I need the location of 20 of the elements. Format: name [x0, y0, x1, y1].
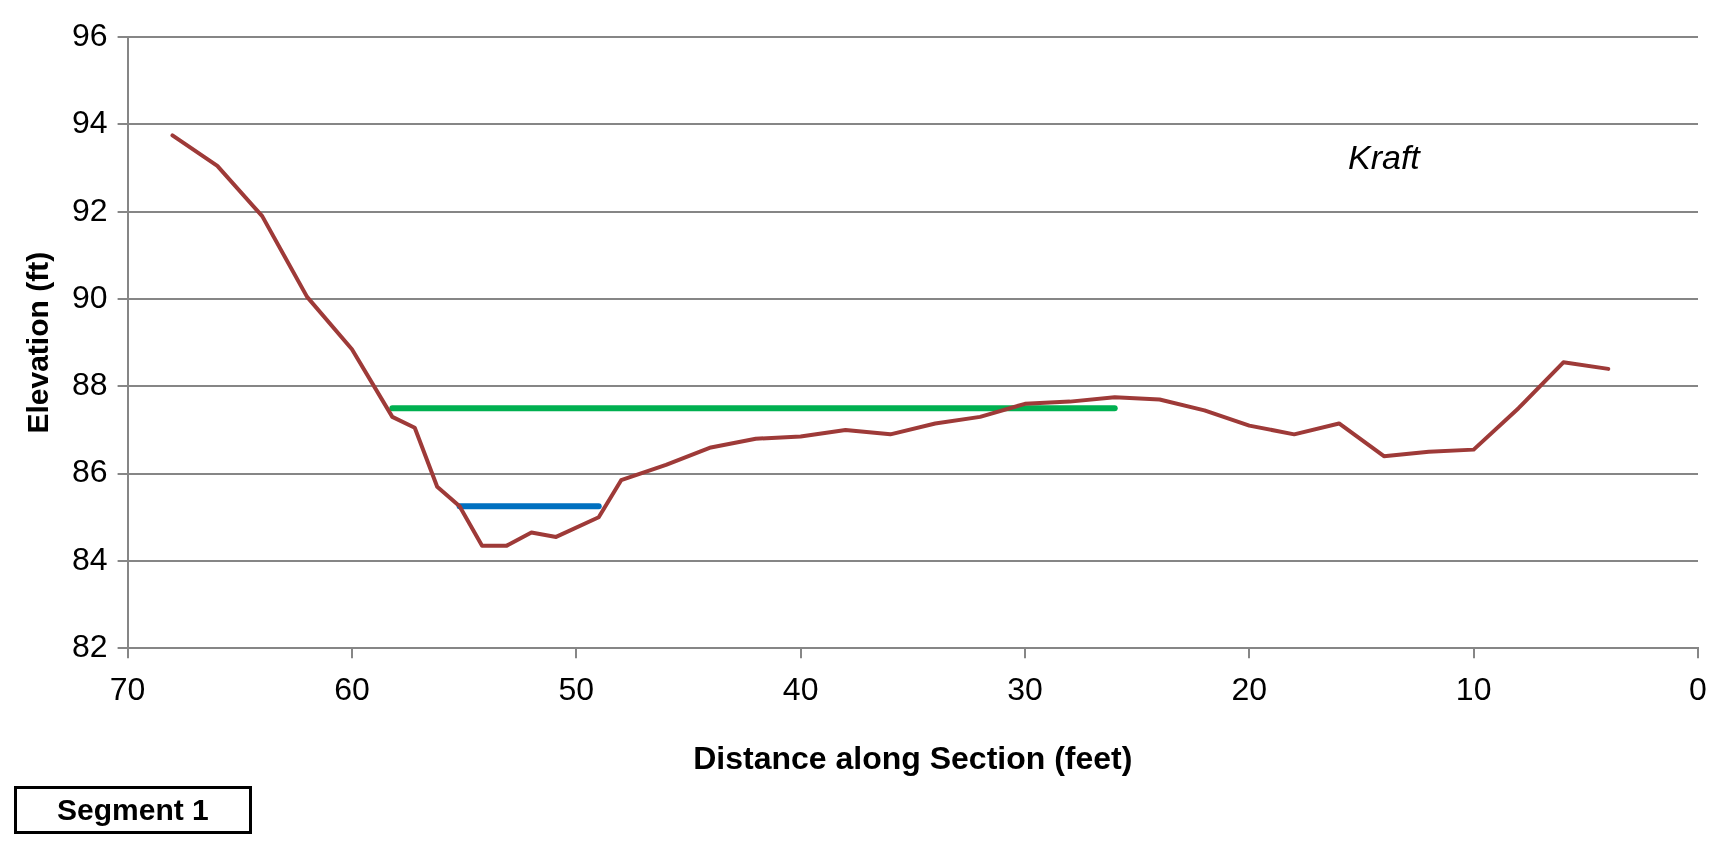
x-tick-label: 30	[1007, 671, 1043, 708]
x-tick-label: 10	[1455, 671, 1492, 708]
y-tick-label: 92	[72, 191, 108, 228]
y-tick-label: 90	[72, 278, 108, 315]
y-tick-label: 94	[72, 104, 108, 141]
x-tick-label: 0	[1689, 671, 1707, 708]
x-tick-label: 70	[109, 671, 146, 708]
x-tick-label: 40	[782, 671, 819, 708]
y-tick-label: 88	[72, 366, 108, 403]
segment-label-box: Segment 1	[14, 786, 252, 834]
x-tick-label: 20	[1231, 671, 1268, 708]
y-axis-title: Elevation (ft)	[21, 251, 55, 434]
y-tick-label: 82	[72, 628, 108, 665]
y-tick-label: 96	[72, 17, 108, 54]
x-axis-title: Distance along Section (feet)	[693, 739, 1133, 776]
y-tick-label: 86	[72, 453, 108, 490]
annotation: Kraft	[1348, 137, 1422, 176]
x-tick-label: 60	[334, 671, 370, 708]
x-tick-label: 50	[558, 671, 595, 708]
y-tick-label: 84	[72, 540, 108, 577]
